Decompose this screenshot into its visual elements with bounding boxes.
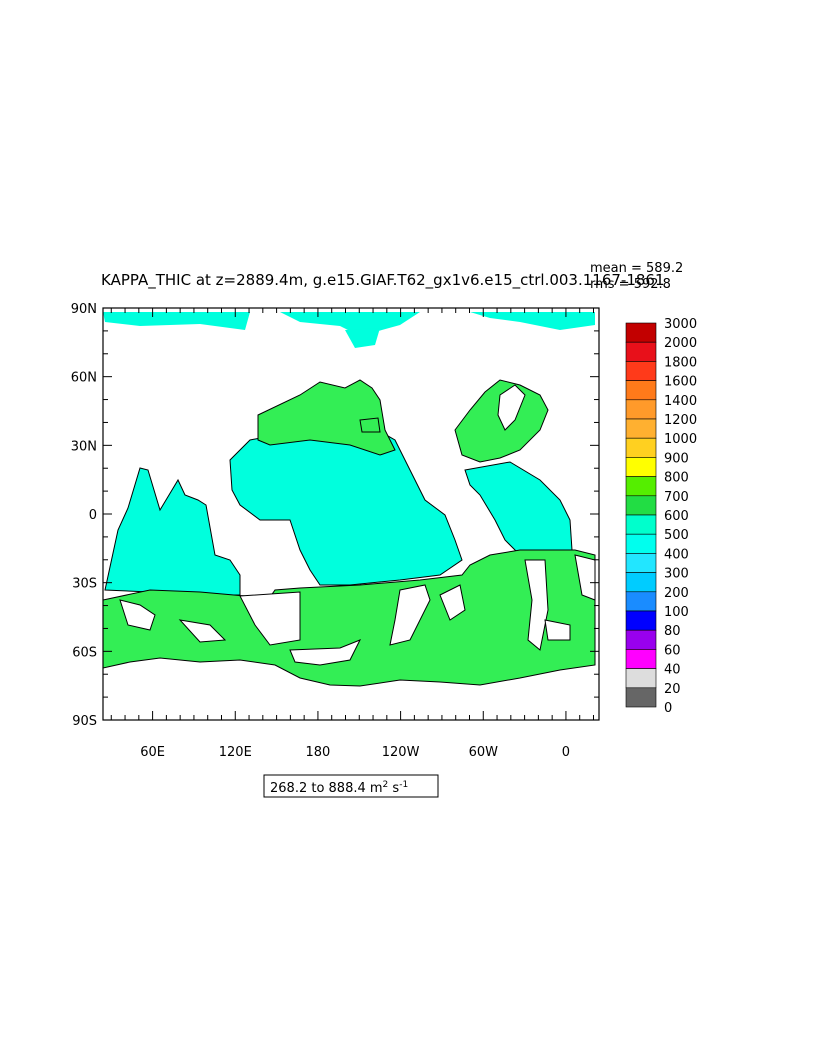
mean-label: mean = 589.2	[590, 261, 683, 276]
colorbar-label: 3000	[664, 317, 697, 332]
y-tick-label: 60S	[72, 645, 97, 660]
x-tick-label: 120E	[219, 745, 252, 760]
colorbar-swatch	[625, 476, 657, 497]
colorbar-label: 1800	[664, 355, 697, 370]
arctic-cyan-3	[470, 312, 595, 330]
x-tick-label: 60W	[469, 745, 499, 760]
drake-hole	[439, 584, 466, 621]
arctic-cyan	[103, 312, 250, 330]
north-pacific-green	[257, 379, 396, 456]
x-tick-label: 0	[562, 745, 570, 760]
range-label: 268.2 to 888.4 m2 s-1	[270, 780, 408, 796]
colorbar-swatch	[625, 668, 657, 689]
x-tick-label: 180	[306, 745, 331, 760]
y-tick-label: 30N	[71, 439, 97, 454]
colorbar-swatch	[625, 533, 657, 554]
colorbar-swatch	[625, 553, 657, 573]
colorbar-label: 600	[664, 509, 689, 524]
colorbar-swatch	[625, 495, 657, 516]
colorbar-label: 1600	[664, 375, 697, 390]
colorbar-label: 800	[664, 471, 689, 486]
greenland-hole	[497, 384, 526, 431]
colorbar-label: 0	[664, 701, 672, 716]
madagascar-hole	[119, 599, 156, 631]
colorbar-swatch	[625, 361, 657, 381]
colorbar-label: 300	[664, 567, 689, 582]
chile-ridge-hole	[389, 584, 431, 646]
colorbar-swatch	[625, 418, 657, 439]
axes: 90N 60N 30N 0 30S 60S 90S 60E 120E 180 120W 60W 0	[71, 302, 599, 760]
y-tick-label: 90S	[72, 714, 97, 729]
map-area	[103, 308, 599, 720]
colorbar-label: 400	[664, 547, 689, 562]
weddell-hole	[544, 619, 571, 641]
colorbar-swatch	[625, 572, 657, 593]
atlantic-ridge-hole	[524, 559, 549, 651]
colorbar-swatch	[625, 514, 657, 535]
y-tick-label: 0	[89, 508, 97, 523]
colorbar-swatch	[625, 322, 657, 343]
north-pacific-island-hole	[359, 417, 381, 433]
colorbar-label: 80	[664, 624, 681, 639]
rms-label: rms = 592.8	[590, 277, 671, 292]
colorbar-swatch	[625, 437, 657, 458]
colorbar-label: 200	[664, 586, 689, 601]
x-tick-label: 60E	[140, 745, 165, 760]
y-tick-label: 60N	[71, 371, 97, 386]
colorbar-label: 20	[664, 682, 681, 697]
colorbar-label: 2000	[664, 336, 697, 351]
colorbar-label: 700	[664, 490, 689, 505]
plot-title: KAPPA_THIC at z=2889.4m, g.e15.GIAF.T62_…	[101, 271, 665, 290]
colorbar-swatch	[625, 629, 657, 650]
colorbar-label: 1200	[664, 413, 697, 428]
colorbar-label: 900	[664, 451, 689, 466]
colorbar-swatch	[625, 610, 657, 631]
kerguelen-hole	[178, 619, 227, 643]
colorbar-label: 1000	[664, 432, 697, 447]
colorbar-swatch	[625, 457, 657, 477]
colorbar-swatch	[625, 687, 657, 708]
colorbar-label: 100	[664, 605, 689, 620]
arctic-cyan-4	[345, 328, 380, 348]
y-tick-label: 30S	[72, 577, 97, 592]
colorbar-swatch	[625, 380, 657, 401]
colorbar-label: 500	[664, 528, 689, 543]
colorbar-label: 40	[664, 663, 681, 678]
australia-hole	[239, 591, 301, 646]
range-box	[263, 774, 439, 798]
colorbar-swatch	[625, 649, 657, 669]
y-tick-label: 90N	[71, 302, 97, 317]
colorbar-label: 60	[664, 643, 681, 658]
south-africa-hole	[574, 554, 596, 601]
x-tick-label: 120W	[382, 745, 420, 760]
colorbar: 3000200018001600140012001000900800700600…	[625, 317, 697, 716]
colorbar-label: 1400	[664, 394, 697, 409]
colorbar-swatch	[625, 591, 657, 612]
colorbar-swatch	[625, 341, 657, 362]
colorbar-swatch	[625, 399, 657, 420]
arctic-cyan-2	[280, 312, 420, 336]
antarctic-pen-hole	[289, 639, 362, 666]
